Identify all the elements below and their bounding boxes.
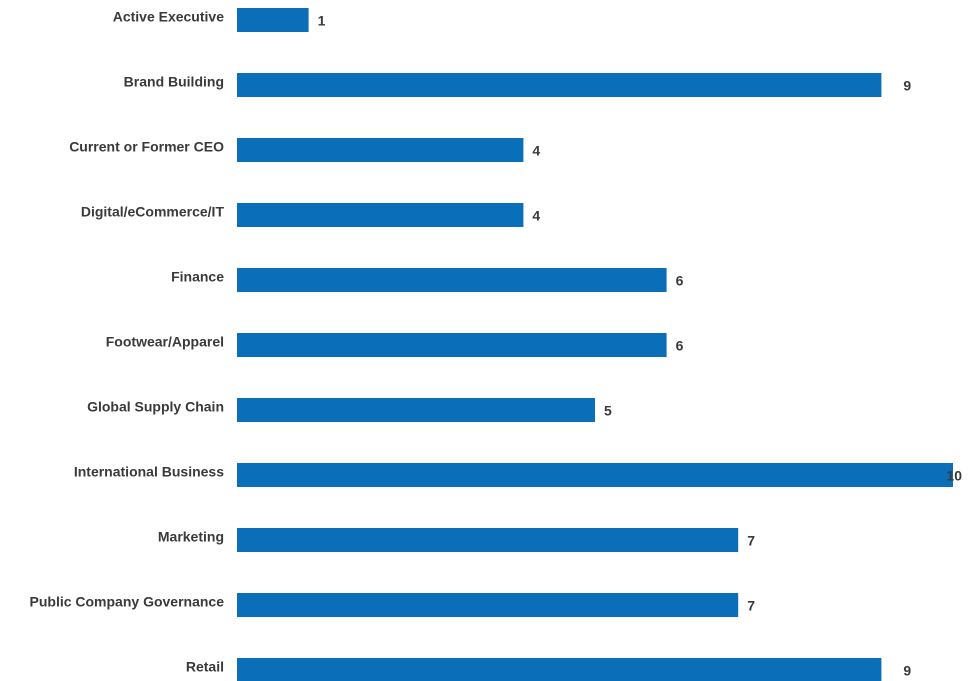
data-label: 9 <box>903 78 911 94</box>
category-label: Global Supply Chain <box>87 399 224 415</box>
category-label: Active Executive <box>113 9 224 25</box>
category-label: Finance <box>171 269 224 285</box>
data-label: 6 <box>676 338 684 354</box>
bar <box>237 398 595 422</box>
data-label: 1 <box>318 13 326 29</box>
data-label: 10 <box>946 468 962 484</box>
category-label: Footwear/Apparel <box>106 334 224 350</box>
bar <box>237 73 882 97</box>
category-labels-group: Active Executive Brand Building Current or… <box>30 9 225 675</box>
category-label: International Business <box>74 464 224 480</box>
category-label: Digital/eCommerce/IT <box>81 204 225 220</box>
category-label: Current or Former CEO <box>69 139 224 155</box>
bar <box>237 8 309 32</box>
data-label: 5 <box>604 403 612 419</box>
category-label: Brand Building <box>124 74 224 90</box>
bar <box>237 463 953 487</box>
category-label: Retail <box>186 659 224 675</box>
data-label: 4 <box>532 208 540 224</box>
bar <box>237 138 524 162</box>
category-label: Marketing <box>158 529 224 545</box>
category-label: Public Company Governance <box>30 594 225 610</box>
bar <box>237 658 882 681</box>
bar <box>237 333 667 357</box>
data-label: 4 <box>532 143 540 159</box>
value-labels-group: 1 9 4 4 6 6 5 10 7 7 9 <box>318 13 963 679</box>
bar <box>237 528 739 552</box>
bars-group <box>237 8 953 681</box>
data-label: 7 <box>747 598 755 614</box>
data-label: 9 <box>903 663 911 679</box>
data-label: 7 <box>747 533 755 549</box>
bar <box>237 593 739 617</box>
bar <box>237 203 524 227</box>
bar <box>237 268 667 292</box>
data-label: 6 <box>676 273 684 289</box>
